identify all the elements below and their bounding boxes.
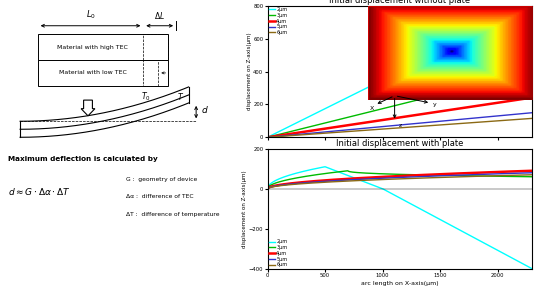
- Bar: [37, 60, 169, 86]
- Text: G :  geometry of device: G : geometry of device: [126, 177, 197, 182]
- Bar: [143, 34, 169, 60]
- Text: $T_0$: $T_0$: [141, 91, 151, 104]
- Text: ΔT :  difference of temperature: ΔT : difference of temperature: [126, 212, 219, 217]
- Text: Material with high TEC: Material with high TEC: [57, 45, 128, 50]
- Text: Δα :  difference of TEC: Δα : difference of TEC: [126, 194, 193, 199]
- Title: Initial displacement with plate: Initial displacement with plate: [336, 139, 464, 148]
- Text: $\Delta L$: $\Delta L$: [154, 11, 165, 21]
- Text: Maximum deflection is calculated by: Maximum deflection is calculated by: [7, 156, 157, 162]
- Title: Initial displacement without plate: Initial displacement without plate: [330, 0, 470, 5]
- Y-axis label: displacement on Z-axis(μm): displacement on Z-axis(μm): [242, 170, 248, 248]
- Text: $L_0$: $L_0$: [86, 9, 96, 21]
- Text: Material with low TEC: Material with low TEC: [59, 70, 127, 76]
- Y-axis label: displacement on Z-axis(μm): displacement on Z-axis(μm): [247, 33, 252, 110]
- Text: $d \approx G \cdot \Delta\alpha \cdot \Delta T$: $d \approx G \cdot \Delta\alpha \cdot \D…: [7, 186, 70, 197]
- Legend: 2μm, 3μm, 4μm, 5μm, 6μm: 2μm, 3μm, 4μm, 5μm, 6μm: [269, 239, 287, 267]
- Text: $T$: $T$: [178, 91, 185, 102]
- X-axis label: arc length on X-axis(μm): arc length on X-axis(μm): [361, 281, 439, 286]
- Text: $d$: $d$: [201, 104, 209, 115]
- Legend: 2μm, 3μm, 4μm, 5μm, 6μm: 2μm, 3μm, 4μm, 5μm, 6μm: [269, 7, 287, 35]
- FancyArrow shape: [81, 100, 95, 116]
- Bar: [37, 34, 169, 60]
- Bar: [143, 60, 158, 86]
